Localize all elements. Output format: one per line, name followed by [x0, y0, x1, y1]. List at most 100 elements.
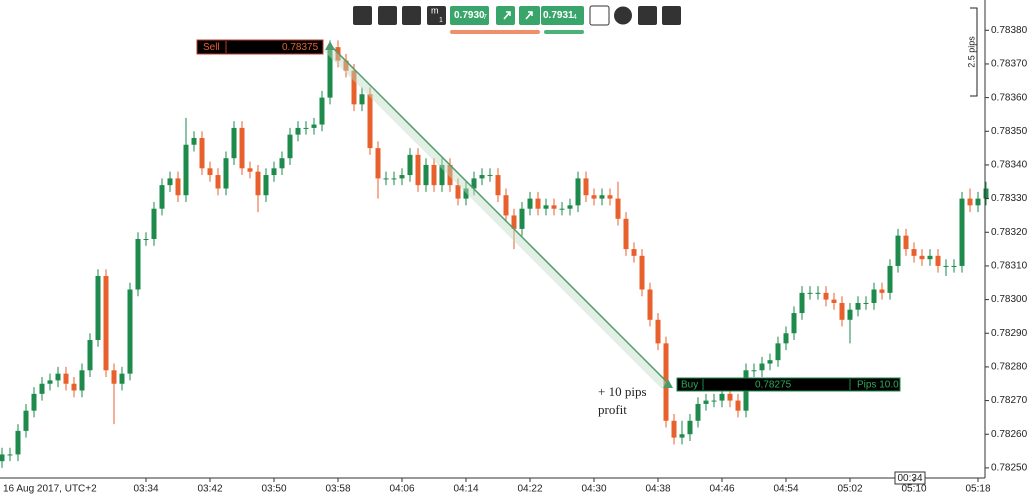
candle-body: [47, 380, 53, 384]
candle-body: [599, 195, 605, 199]
candle-body: [895, 235, 901, 266]
candle-body: [399, 175, 405, 179]
candle-body: [679, 434, 685, 438]
arrow-icon: [503, 11, 511, 20]
candle-body: [607, 195, 613, 199]
timeframe-button[interactable]: [427, 6, 446, 25]
candle-body: [663, 343, 669, 421]
circle-button[interactable]: [614, 6, 632, 25]
sell-box: Sell 0.78375: [196, 39, 324, 55]
trade-end: [663, 379, 673, 388]
candle-body: [367, 94, 373, 149]
candle-body: [71, 383, 77, 391]
candle-body: [159, 185, 165, 209]
candle-body: [695, 403, 701, 421]
candle-body: [967, 198, 973, 206]
candle-body: [231, 127, 237, 159]
candle-body: [183, 144, 189, 196]
candle-body: [463, 188, 469, 199]
candle-body: [791, 313, 797, 334]
candle-body: [279, 158, 285, 169]
sell-bar: [450, 30, 540, 34]
x-tick-label: 03:42: [197, 484, 222, 495]
candle-body: [295, 127, 301, 135]
buy-box: Buy 0.78275 Pips 10.0: [676, 377, 901, 392]
zoom-button[interactable]: [353, 6, 372, 25]
y-tick-label: 0.78280: [991, 362, 1028, 373]
candle-body: [167, 178, 173, 186]
candle-body: [431, 164, 437, 186]
toolbar: m 1 0.7930 7 0.7931 4: [353, 5, 681, 34]
candle-body: [15, 430, 21, 455]
candle-body: [623, 218, 629, 250]
candle-body: [903, 235, 909, 250]
candle-body: [415, 154, 421, 186]
x-tick-label: 05:02: [837, 484, 862, 495]
candle-body: [87, 339, 93, 371]
candle-body: [23, 410, 29, 431]
candle-body: [719, 393, 725, 401]
x-tick-label: 03:58: [325, 484, 350, 495]
candle-body: [975, 198, 981, 206]
chart-button[interactable]: [378, 6, 397, 25]
plot: [0, 40, 989, 468]
trade-start: [325, 41, 335, 50]
list-button[interactable]: [589, 5, 610, 26]
candle-body: [711, 400, 717, 402]
y-tick-label: 0.78350: [991, 126, 1028, 137]
candle-body: [247, 168, 253, 172]
candle-body: [495, 175, 501, 196]
x-tick-label: 04:38: [645, 484, 670, 495]
note: + 10 pips: [598, 384, 647, 399]
candle-body: [559, 208, 565, 210]
candle-body: [879, 289, 885, 293]
buy-bar: [544, 30, 584, 34]
candle-body: [151, 208, 157, 239]
candle-body: [831, 299, 837, 303]
candle-body: [391, 178, 397, 180]
candle-body: [535, 198, 541, 209]
candle-body: [615, 198, 621, 219]
candle-body: [487, 175, 493, 177]
candle-body: [0, 454, 5, 462]
candle-body: [887, 265, 893, 293]
candle-body: [223, 158, 229, 189]
candle-body: [727, 393, 733, 401]
candle-body: [759, 363, 765, 371]
candle-body: [815, 292, 821, 294]
candle-body: [127, 289, 133, 374]
candle-body: [519, 208, 525, 229]
candle-body: [407, 154, 413, 176]
trade-band: [324, 45, 668, 389]
candle-body: [735, 400, 741, 411]
candle-body: [631, 249, 637, 256]
timeframe-sub: 1: [439, 17, 443, 24]
date-label: 16 Aug 2017, UTC+2: [3, 484, 97, 495]
candle-body: [103, 276, 109, 371]
candle-body: [199, 138, 205, 169]
sell-arrow[interactable]: [496, 6, 515, 25]
candle-body: [439, 164, 445, 186]
candle-body: [143, 239, 149, 240]
candle-body: [919, 255, 925, 260]
candle-body: [567, 205, 573, 209]
candle-body: [39, 383, 45, 394]
buy-button[interactable]: [541, 6, 584, 25]
candle-body: [239, 127, 245, 169]
user-button[interactable]: [662, 6, 681, 25]
bid-price: 0.7930: [454, 10, 485, 21]
y-tick-label: 0.78250: [991, 463, 1028, 474]
x-tick-label: 05:18: [965, 484, 990, 495]
candles-button[interactable]: [402, 6, 421, 25]
note: profit: [598, 402, 627, 417]
candle-body: [359, 94, 365, 105]
y-tick-label: 0.78300: [991, 294, 1028, 305]
candle-body: [823, 292, 829, 300]
candle-body: [927, 255, 933, 260]
settings-button[interactable]: [638, 6, 657, 25]
candle-body: [983, 188, 989, 199]
candle-body: [503, 195, 509, 216]
candle-body: [471, 178, 477, 189]
sell-button[interactable]: [450, 6, 489, 25]
